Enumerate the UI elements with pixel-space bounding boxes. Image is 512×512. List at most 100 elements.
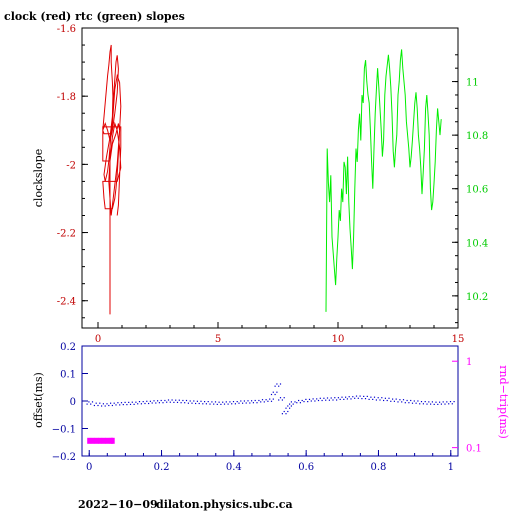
offset-point	[263, 401, 265, 403]
offset-point	[345, 396, 347, 398]
bottom-x-tick-label: 0	[86, 462, 92, 473]
bottom-y-left-tick-label: −0.2	[52, 452, 76, 463]
offset-point	[102, 403, 104, 405]
offset-point	[354, 397, 356, 399]
offset-point	[402, 399, 405, 401]
bottom-x-tick-label: 0.2	[154, 462, 170, 473]
offset-point	[113, 402, 115, 404]
offset-point	[296, 402, 298, 404]
offset-point	[240, 400, 242, 402]
clock-slope-line-0	[102, 44, 122, 216]
offset-point	[355, 395, 358, 397]
offset-point	[325, 399, 327, 401]
offset-point	[399, 399, 401, 401]
offset-point	[435, 401, 437, 403]
offset-point	[213, 403, 215, 405]
offset-point	[196, 400, 198, 402]
bottom-panel-frame	[81, 345, 459, 457]
offset-point	[149, 400, 151, 402]
top-x-tick-label: 5	[215, 334, 221, 345]
offset-point	[175, 399, 177, 401]
offset-point	[294, 401, 296, 403]
offset-point	[420, 401, 423, 403]
offset-point	[283, 410, 285, 413]
offset-point	[308, 398, 311, 400]
offset-point	[377, 397, 379, 399]
offset-point	[193, 400, 195, 402]
offset-point	[108, 404, 110, 407]
offset-point	[285, 407, 287, 409]
offset-point	[247, 400, 249, 402]
offset-point	[214, 401, 217, 403]
offset-point	[337, 397, 339, 399]
offset-point	[314, 400, 316, 402]
offset-point	[383, 399, 385, 402]
offset-point	[289, 407, 291, 409]
offset-point	[120, 402, 123, 404]
offset-point	[307, 401, 309, 403]
top-x-tick-label: 15	[452, 334, 465, 345]
top-y-left-tick-label: -1.8	[57, 92, 76, 103]
offset-point	[204, 401, 206, 403]
rnd-trip-point	[110, 437, 115, 444]
offset-point	[444, 403, 446, 405]
offset-point	[169, 401, 171, 403]
offset-point	[142, 401, 144, 403]
offset-point	[332, 399, 334, 401]
offset-point	[330, 397, 332, 399]
bottom-panel-series	[86, 383, 455, 444]
offset-point	[363, 395, 365, 397]
offset-point	[274, 393, 276, 396]
offset-point	[319, 397, 321, 399]
offset-point	[176, 401, 179, 403]
offset-point	[180, 402, 182, 404]
offset-point	[386, 399, 388, 402]
offset-point	[153, 400, 155, 402]
footer-host: dilaton.physics.ubc.ca	[156, 498, 293, 511]
offset-point	[110, 402, 112, 404]
offset-point	[276, 391, 278, 393]
offset-point	[209, 403, 211, 405]
bottom-x-tick-label: 0.4	[226, 462, 242, 473]
top-y-right-tick-label: 10.4	[466, 238, 488, 249]
offset-point	[442, 401, 444, 403]
offset-point	[222, 401, 224, 403]
offset-point	[346, 398, 348, 400]
offset-point	[392, 398, 394, 400]
offset-point	[129, 403, 132, 405]
offset-point	[236, 401, 238, 403]
offset-point	[220, 403, 222, 405]
bottom-x-tick-label: 1	[448, 462, 454, 473]
offset-point	[119, 404, 121, 406]
offset-point	[162, 402, 164, 404]
offset-point	[155, 402, 157, 404]
offset-point	[364, 398, 367, 400]
offset-point	[106, 403, 108, 405]
offset-point	[350, 398, 352, 400]
offset-point	[205, 403, 207, 405]
top-x-tick-label: 10	[332, 334, 345, 345]
offset-point	[216, 403, 218, 405]
offset-point	[299, 402, 301, 404]
top-y-right-tick-label: 11	[466, 78, 479, 89]
offset-point	[137, 403, 139, 405]
offset-point	[397, 401, 399, 403]
offset-point	[261, 399, 264, 401]
top-x-tick-label: 0	[95, 334, 101, 345]
offset-point	[368, 398, 370, 400]
offset-point	[301, 399, 303, 402]
offset-point	[276, 383, 278, 385]
offset-point	[202, 403, 204, 405]
bottom-x-tick-label: 0.8	[371, 462, 387, 473]
offset-point	[231, 403, 233, 405]
offset-point	[381, 397, 383, 399]
offset-point	[370, 396, 372, 398]
offset-point	[227, 403, 229, 405]
offset-point	[135, 401, 137, 403]
offset-point	[187, 402, 189, 404]
offset-point	[101, 405, 103, 407]
offset-point	[422, 403, 424, 405]
offset-point	[433, 403, 435, 405]
offset-point	[265, 399, 267, 401]
offset-point	[207, 401, 209, 403]
